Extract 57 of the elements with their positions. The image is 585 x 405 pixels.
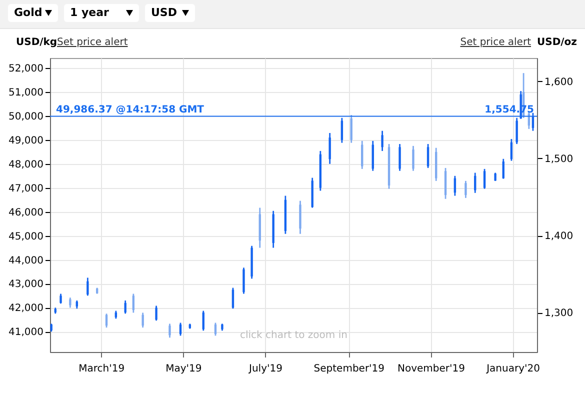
candlestick [299,200,302,235]
candlestick [502,158,504,180]
ref-line-label: 49,986.37 @14:17:58 GMT [56,104,204,116]
candlestick [412,145,414,172]
candlestick [444,167,447,200]
x-tick-label: November'19 [397,364,465,374]
y-tick-label: 47,000 [8,183,44,194]
candlestick [232,287,234,310]
y-tick-label: 46,000 [8,207,44,218]
candlestick [350,114,352,144]
text: Set price alert [460,37,531,48]
candlestick [483,168,486,190]
candlestick [381,130,384,152]
candlestick [179,322,182,336]
candlestick [60,293,62,304]
y2-tick-label: 1,400 [544,231,574,242]
candlestick [426,143,430,169]
candlestick [214,322,217,336]
x-tick-label: March'19 [78,364,125,374]
x-tick-label: July'19 [248,364,282,374]
y-tick-label: 52,000 [8,64,44,75]
candlestick [69,296,72,308]
text: Gold [14,6,42,19]
candlestick [398,143,401,172]
annotation: click chart to zoom in [240,330,348,341]
x-tick-label: September'19 [314,364,385,374]
y-axis-title: USD/kg [16,37,58,48]
y-tick-label: 44,000 [8,255,44,266]
x-tick-label: May'19 [166,364,202,374]
y-tick-label: 49,000 [8,135,44,146]
y2-tick-label: 1,500 [544,154,574,165]
candlestick [132,293,135,314]
candlestick [464,180,467,199]
candlestick [142,312,144,328]
candlestick [361,140,364,170]
candlestick [155,305,158,322]
text: Set price alert [57,37,128,48]
y-tick-label: 45,000 [8,231,44,242]
candlestick [328,132,331,165]
y-tick-label: 42,000 [8,303,44,314]
candlestick [474,172,476,194]
candlestick [168,323,171,338]
candlestick [86,277,89,296]
y-tick-label: 48,000 [8,159,44,170]
y-tick-label: 50,000 [8,111,44,122]
y2-tick-label: 1,600 [544,76,574,88]
text: USD [151,6,177,19]
y-tick-label: 43,000 [8,279,44,290]
y2-tick-label: 1,300 [544,308,574,320]
candlestick [124,300,126,314]
x-tick-label: January'20 [486,364,540,374]
y-tick-label: 51,000 [8,88,44,99]
candlestick [242,266,245,294]
text: 1 year [70,6,109,19]
y-tick-label: 41,000 [8,327,44,338]
candlestick [372,140,374,172]
y2-axis-title: USD/oz [537,37,577,48]
